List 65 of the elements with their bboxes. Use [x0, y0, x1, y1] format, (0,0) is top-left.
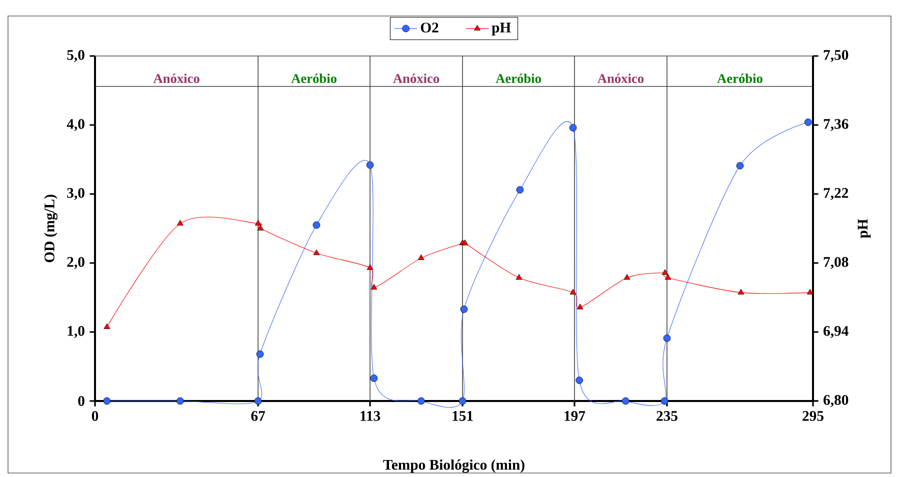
y2-axis-title: pH [858, 218, 871, 238]
point [570, 288, 576, 294]
annotation: Aeróbio [291, 74, 337, 84]
point [516, 186, 524, 194]
point [257, 224, 264, 230]
point [417, 397, 425, 405]
point [516, 274, 522, 280]
x-tick-label: 295 [802, 411, 824, 421]
point [663, 334, 671, 342]
point [104, 323, 110, 329]
point [256, 350, 264, 358]
point [370, 284, 378, 290]
point [458, 397, 466, 405]
annotation: Aeróbio [717, 74, 762, 84]
y-axis-title: OD (mg/L) [44, 194, 58, 262]
point [370, 374, 378, 382]
point [313, 249, 320, 256]
legend-label: pH [492, 22, 511, 36]
y-tick-label: 5,0 [67, 50, 84, 62]
point [176, 397, 184, 405]
point [806, 288, 814, 294]
x-tick-label: 151 [452, 411, 473, 421]
point [569, 124, 577, 132]
point [576, 304, 584, 310]
y-tick-label: 1,0 [68, 326, 84, 338]
annotation: Anóxico [598, 74, 644, 84]
y-tick-label: 3,0 [67, 188, 84, 200]
point [664, 274, 672, 280]
y2-tick-label: 6,80 [824, 394, 848, 408]
x-tick-label: 113 [360, 411, 380, 421]
point [103, 397, 111, 405]
y2-tick-label: 7,50 [824, 50, 848, 62]
point [418, 254, 424, 260]
x-tick-label: 197 [564, 411, 586, 421]
point [460, 306, 468, 313]
y2-tick-label: 7,08 [824, 256, 848, 270]
annotation: Anóxico [153, 74, 200, 84]
point [660, 397, 668, 405]
y2-tick-label: 7,36 [824, 119, 848, 131]
annotation: Anóxico [393, 74, 440, 84]
point [738, 288, 744, 294]
point [804, 118, 812, 126]
point [736, 162, 744, 170]
point [254, 220, 262, 226]
point [576, 376, 584, 384]
x-tick-label: 67 [251, 411, 266, 421]
x-tick-label: 235 [656, 411, 678, 421]
y-tick-label: 2,0 [67, 256, 84, 270]
point [624, 274, 630, 280]
y2-tick-label: 7,22 [824, 188, 848, 200]
x-axis-title: Tempo Biológico (min) [383, 459, 524, 473]
point [176, 220, 184, 226]
x-tick-label: 0 [92, 411, 98, 421]
point [312, 221, 320, 229]
point [622, 397, 630, 405]
point [366, 161, 374, 169]
point [366, 264, 374, 270]
point [254, 397, 262, 405]
legend-label: O2 [420, 22, 438, 33]
y-tick-label: 4,0 [66, 118, 84, 132]
y-tick-label: 0 [78, 396, 84, 406]
point [462, 240, 468, 246]
y2-tick-label: 6,94 [824, 326, 848, 338]
point [662, 269, 668, 275]
annotation: Aeróbio [496, 74, 541, 84]
